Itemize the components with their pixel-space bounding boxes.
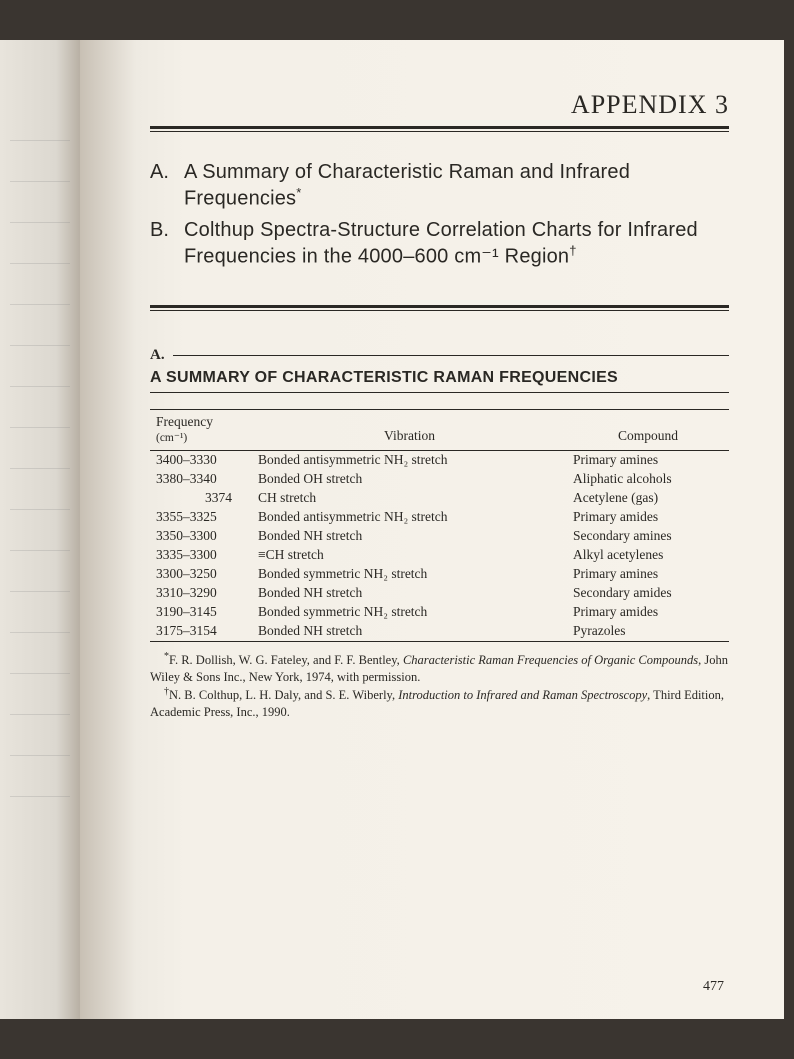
cell-frequency: 3374: [150, 489, 252, 508]
left-page: [0, 40, 80, 1019]
table-row: 3300–3250Bonded symmetric NH₂ stretchPri…: [150, 565, 729, 584]
col-vibration: Vibration: [252, 409, 567, 450]
cell-vibration: CH stretch: [252, 489, 567, 508]
toc-letter: B.: [150, 218, 184, 270]
cell-compound: Primary amines: [567, 565, 729, 584]
cell-compound: Alkyl acetylenes: [567, 546, 729, 565]
cell-vibration: Bonded NH stretch: [252, 622, 567, 641]
section-title: A SUMMARY OF CHARACTERISTIC RAMAN FREQUE…: [150, 368, 729, 387]
appendix-contents: A. A Summary of Characteristic Raman and…: [150, 160, 729, 269]
col-compound: Compound: [567, 409, 729, 450]
table-row: 3355–3325Bonded antisymmetric NH₂ stretc…: [150, 508, 729, 527]
cell-compound: Secondary amines: [567, 527, 729, 546]
cell-vibration: Bonded NH stretch: [252, 584, 567, 603]
cell-vibration: Bonded antisymmetric NH₂ stretch: [252, 450, 567, 470]
cell-vibration: Bonded NH stretch: [252, 527, 567, 546]
cell-vibration: ≡CH stretch: [252, 546, 567, 565]
cell-frequency: 3350–3300: [150, 527, 252, 546]
toc-text: A Summary of Characteristic Raman and In…: [184, 160, 729, 212]
col-frequency: Frequency (cm⁻¹): [150, 409, 252, 450]
cell-frequency: 3355–3325: [150, 508, 252, 527]
page-number: 477: [703, 979, 724, 995]
table-row: 3335–3300≡CH stretchAlkyl acetylenes: [150, 546, 729, 565]
left-page-spectrum: [0, 40, 80, 1019]
cell-compound: Primary amides: [567, 508, 729, 527]
table-row: 3350–3300Bonded NH stretchSecondary amin…: [150, 527, 729, 546]
book-spread: APPENDIX 3 A. A Summary of Characteristi…: [0, 40, 784, 1019]
table-row: 3310–3290Bonded NH stretchSecondary amid…: [150, 584, 729, 603]
cell-compound: Secondary amides: [567, 584, 729, 603]
heading-rule-thin: [150, 131, 729, 132]
cell-compound: Aliphatic alcohols: [567, 470, 729, 489]
cell-frequency: 3175–3154: [150, 622, 252, 641]
toc-text: Colthup Spectra-Structure Correlation Ch…: [184, 218, 729, 270]
table-row: 3190–3145Bonded symmetric NH₂ stretchPri…: [150, 603, 729, 622]
footnote-a: *F. R. Dollish, W. G. Fateley, and F. F.…: [150, 650, 729, 686]
cell-compound: Primary amides: [567, 603, 729, 622]
toc-letter: A.: [150, 160, 184, 212]
cell-frequency: 3400–3330: [150, 450, 252, 470]
toc-item-b: B. Colthup Spectra-Structure Correlation…: [150, 218, 729, 270]
cell-frequency: 3310–3290: [150, 584, 252, 603]
table-row: 3374CH stretchAcetylene (gas): [150, 489, 729, 508]
cell-compound: Primary amines: [567, 450, 729, 470]
table-row: 3380–3340Bonded OH stretchAliphatic alco…: [150, 470, 729, 489]
table-body: 3400–3330Bonded antisymmetric NH₂ stretc…: [150, 450, 729, 641]
cell-compound: Pyrazoles: [567, 622, 729, 641]
cell-frequency: 3190–3145: [150, 603, 252, 622]
right-page: APPENDIX 3 A. A Summary of Characteristi…: [80, 40, 784, 1019]
cell-frequency: 3335–3300: [150, 546, 252, 565]
table-row: 3175–3154Bonded NH stretchPyrazoles: [150, 622, 729, 641]
section-marker: A.: [150, 347, 729, 364]
toc-item-a: A. A Summary of Characteristic Raman and…: [150, 160, 729, 212]
raman-frequency-table: Frequency (cm⁻¹) Vibration Compound 3400…: [150, 409, 729, 642]
footnote-b: †N. B. Colthup, L. H. Daly, and S. E. Wi…: [150, 685, 729, 721]
cell-compound: Acetylene (gas): [567, 489, 729, 508]
section-title-rule: [150, 392, 729, 393]
heading-rule-thick: [150, 126, 729, 129]
separator-rules: [150, 305, 729, 311]
cell-vibration: Bonded antisymmetric NH₂ stretch: [252, 508, 567, 527]
footnotes: *F. R. Dollish, W. G. Fateley, and F. F.…: [150, 650, 729, 722]
appendix-heading: APPENDIX 3: [150, 90, 729, 120]
cell-frequency: 3380–3340: [150, 470, 252, 489]
cell-frequency: 3300–3250: [150, 565, 252, 584]
cell-vibration: Bonded symmetric NH₂ stretch: [252, 565, 567, 584]
cell-vibration: Bonded symmetric NH₂ stretch: [252, 603, 567, 622]
cell-vibration: Bonded OH stretch: [252, 470, 567, 489]
table-row: 3400–3330Bonded antisymmetric NH₂ stretc…: [150, 450, 729, 470]
